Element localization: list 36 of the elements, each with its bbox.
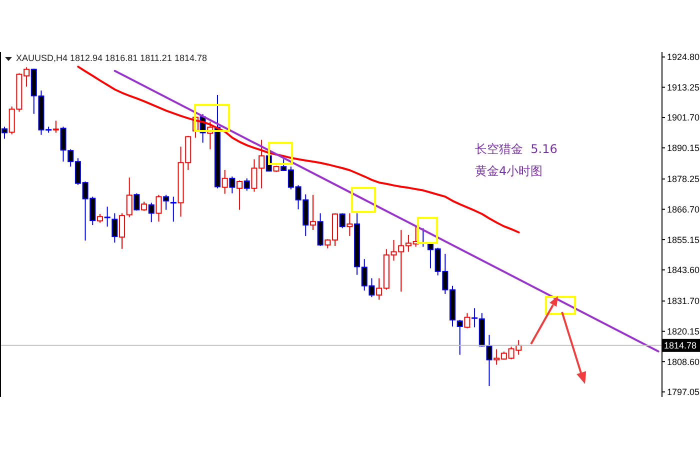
line-series: [114, 70, 660, 352]
y-tick-label: 1797.05: [667, 387, 700, 398]
candlestick: [52, 120, 59, 134]
annotation: 长空猎金 5.16: [475, 142, 558, 157]
annotation: 黄金4小时图: [475, 164, 543, 179]
candlestick: [134, 192, 140, 212]
candlestick: [229, 176, 236, 194]
candlestick: [236, 180, 243, 210]
chart-title: XAUUSD,H4 1812.94 1816.81 1811.21 1814.78: [16, 53, 207, 64]
candlestick: [163, 194, 170, 210]
candlestick: [141, 201, 148, 212]
candlestick: [104, 206, 110, 228]
y-tick-label: 1843.60: [667, 265, 700, 276]
candlestick: [170, 196, 176, 222]
candlestick: [112, 212, 118, 244]
candlestick: [317, 212, 324, 246]
candlestick: [339, 212, 346, 229]
candlestick: [310, 194, 316, 231]
y-tick-label: 1890.15: [667, 143, 700, 154]
y-tick-label: 1808.60: [667, 356, 700, 367]
y-tick-label: 1924.80: [667, 52, 700, 62]
y-tick-label: 1901.70: [667, 112, 700, 123]
candlestick: [156, 194, 162, 222]
ref-line-label: 1814.78: [664, 340, 697, 351]
y-tick-label: 1878.25: [667, 174, 700, 184]
y-tick-label: 1866.70: [667, 204, 700, 214]
candlestick: [244, 178, 250, 192]
candlestick: [456, 319, 463, 356]
candlestick: [148, 202, 154, 223]
y-tick-label: 1831.70: [667, 296, 700, 306]
y-tick-label: 1820.15: [667, 326, 700, 337]
y-tick-label: 1855.15: [667, 234, 700, 245]
candlestick: [464, 312, 470, 329]
candlestick: [222, 169, 228, 194]
y-tick-label: 1913.25: [667, 82, 700, 92]
candlestick: [346, 212, 353, 237]
